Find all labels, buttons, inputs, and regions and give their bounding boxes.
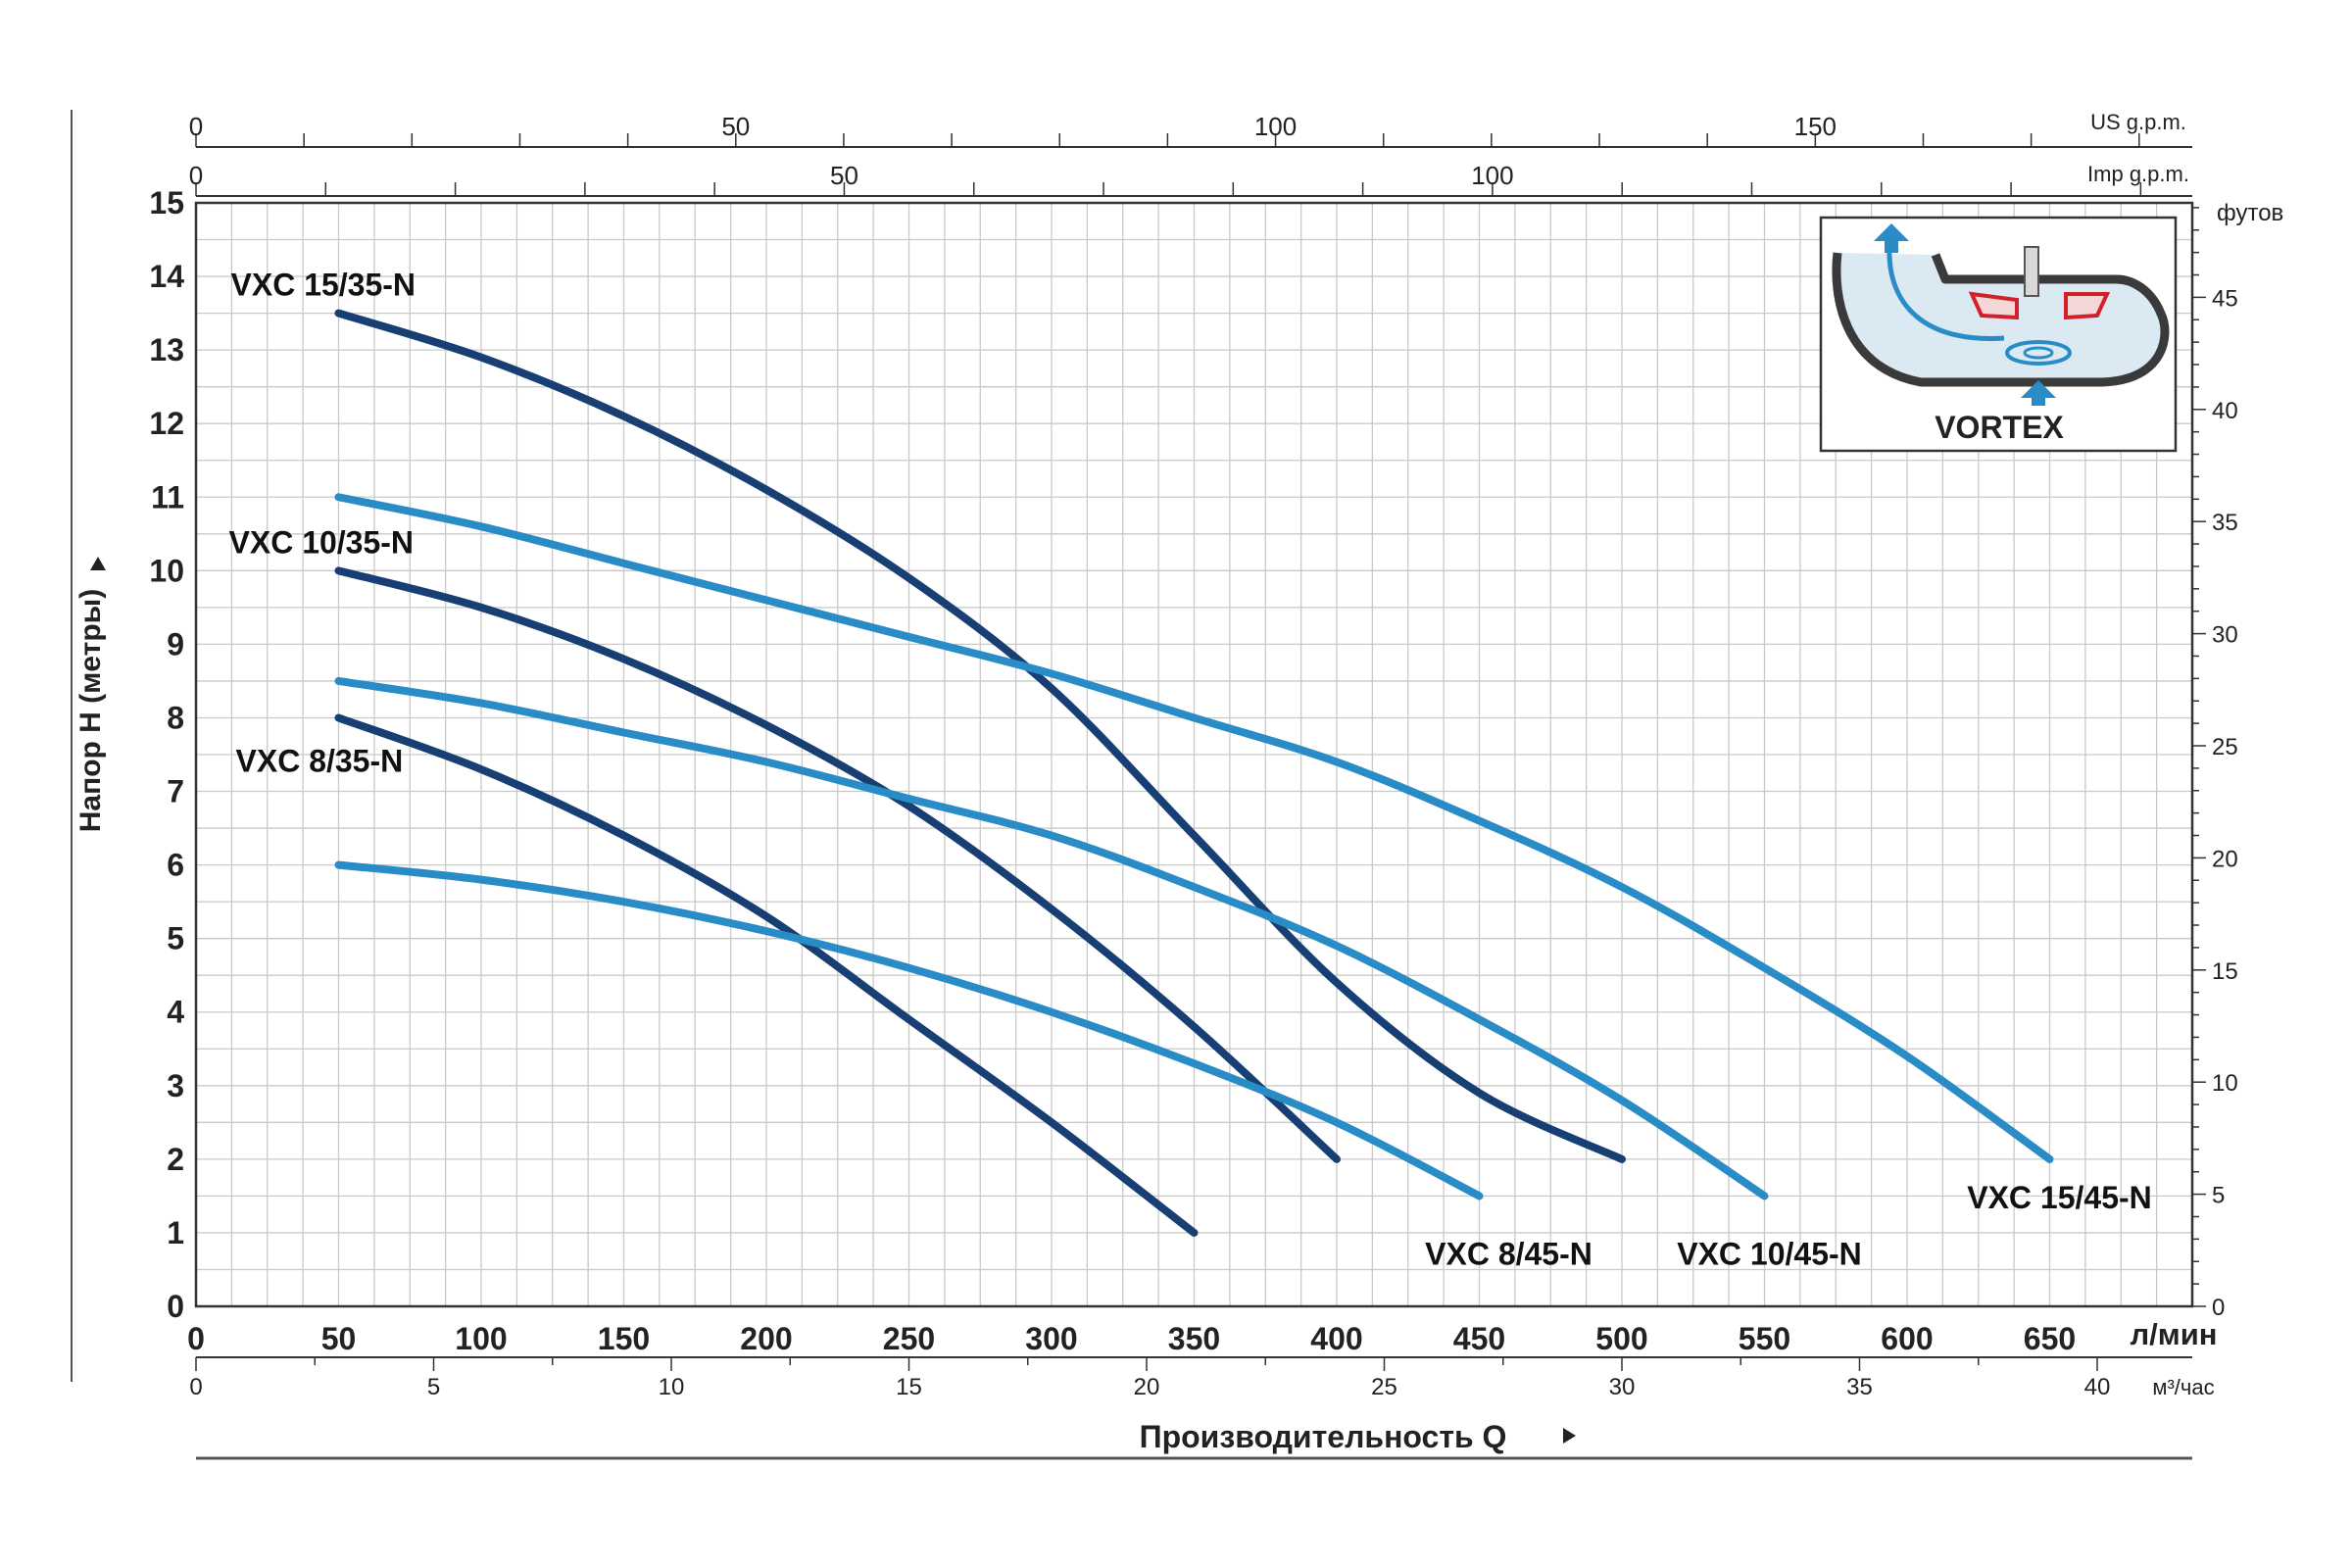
m3h-tick-label: 40 xyxy=(2084,1374,2111,1400)
feet-tick-label: 5 xyxy=(2212,1183,2225,1209)
us-gpm-tick-label: 100 xyxy=(1254,112,1297,141)
x-tick-label: 200 xyxy=(740,1321,792,1356)
m3h-tick-label: 25 xyxy=(1371,1374,1397,1400)
feet-tick-label: 20 xyxy=(2212,846,2238,872)
y-tick-label: 7 xyxy=(167,774,184,809)
x-tick-label: 650 xyxy=(2024,1321,2076,1356)
m3h-tick-label: 10 xyxy=(659,1374,685,1400)
m3h-unit-label: м³/час xyxy=(2152,1375,2214,1399)
y-axis-label: Напор Н (метры) xyxy=(74,589,107,833)
series-line xyxy=(334,713,1199,1237)
feet-unit-label: футов xyxy=(2217,200,2283,226)
imp-gpm-tick-label: 0 xyxy=(189,161,203,190)
series-label: VXC 10/35-N xyxy=(229,524,415,560)
y-axis-title: Напор Н (метры) xyxy=(74,589,107,833)
y-tick-label: 11 xyxy=(151,479,184,514)
y-tick-label: 13 xyxy=(149,332,184,368)
x-tick-label: 350 xyxy=(1168,1321,1220,1356)
impeller-icon xyxy=(1968,291,2019,320)
us-gpm-unit-label: US g.p.m. xyxy=(2090,110,2186,134)
y-tick-label: 5 xyxy=(167,921,184,956)
m3h-tick-label: 20 xyxy=(1134,1374,1160,1400)
vortex-inset: VORTEX xyxy=(1819,216,2178,453)
series-label: VXC 10/45-N xyxy=(1677,1236,1862,1271)
x-tick-label: 150 xyxy=(598,1321,650,1356)
y-tick-label: 12 xyxy=(149,406,184,441)
feet-tick-label: 35 xyxy=(2212,510,2238,536)
us-gpm-tick-label: 50 xyxy=(721,112,750,141)
y-tick-label: 10 xyxy=(149,553,184,588)
labels: VXC 15/35-N VXC 10/35-N VXC 8/35-N VXC 15/4… xyxy=(229,268,2152,1272)
series-line xyxy=(334,493,2054,1163)
x-tick-label: 50 xyxy=(321,1321,357,1356)
y-tick-label: 4 xyxy=(167,995,184,1030)
y-tick-label: 15 xyxy=(149,185,184,220)
plot-frame xyxy=(194,201,2194,1308)
series-label: VXC 8/35-N xyxy=(236,743,404,778)
flow-arrow-icon xyxy=(1886,244,2005,342)
curves xyxy=(334,309,2054,1237)
x-tick-label: 0 xyxy=(187,1321,205,1356)
imp-gpm-tick-label: 50 xyxy=(830,161,858,190)
x-tick-label: 500 xyxy=(1595,1321,1647,1356)
x-axis-arrow-icon xyxy=(1563,1428,1576,1444)
feet-tick-label: 30 xyxy=(2212,622,2238,649)
us-gpm-tick-label: 0 xyxy=(189,112,203,141)
outlet-arrow-icon xyxy=(1874,223,1909,241)
feet-tick-label: 0 xyxy=(2212,1295,2225,1321)
feet-tick-label: 25 xyxy=(2212,734,2238,760)
x-tick-label: 100 xyxy=(455,1321,507,1356)
grid xyxy=(195,202,2193,1307)
x-tick-label: 400 xyxy=(1310,1321,1362,1356)
series-line xyxy=(334,566,1341,1163)
inlet-arrow-icon xyxy=(2021,380,2056,398)
m3h-tick-label: 30 xyxy=(1609,1374,1636,1400)
series-label: VXC 8/45-N xyxy=(1425,1236,1592,1271)
m3h-tick-label: 35 xyxy=(1846,1374,1873,1400)
imp-gpm-unit-label: Imp g.p.m. xyxy=(2087,162,2189,186)
feet-tick-label: 45 xyxy=(2212,285,2238,312)
feet-tick-label: 10 xyxy=(2212,1070,2238,1097)
m3h-tick-label: 0 xyxy=(189,1374,202,1400)
m3h-tick-label: 15 xyxy=(896,1374,922,1400)
y-tick-label: 3 xyxy=(167,1068,184,1103)
series-line xyxy=(334,860,1484,1200)
x-tick-label: 300 xyxy=(1025,1321,1077,1356)
imp-gpm-tick-label: 100 xyxy=(1471,161,1513,190)
x-unit-label: л/мин xyxy=(2130,1317,2217,1351)
y-tick-label: 2 xyxy=(167,1142,184,1177)
series-line xyxy=(334,309,1626,1163)
x-tick-label: 250 xyxy=(883,1321,935,1356)
feet-tick-label: 15 xyxy=(2212,958,2238,985)
y-tick-label: 0 xyxy=(167,1289,184,1324)
vortex-label: VORTEX xyxy=(1935,410,2064,445)
y-tick-label: 9 xyxy=(167,626,184,662)
vortex-swirl-icon xyxy=(2005,340,2072,366)
m3h-tick-label: 5 xyxy=(427,1374,440,1400)
feet-tick-label: 40 xyxy=(2212,398,2238,424)
x-tick-label: 550 xyxy=(1739,1321,1790,1356)
us-gpm-tick-label: 150 xyxy=(1794,112,1837,141)
y-axis-arrow-icon xyxy=(90,557,106,570)
y-tick-label: 1 xyxy=(167,1215,184,1250)
series-line xyxy=(334,676,1769,1200)
x-tick-label: 600 xyxy=(1881,1321,1933,1356)
y-tick-label: 8 xyxy=(167,700,184,735)
series-label: VXC 15/45-N xyxy=(1967,1180,2152,1215)
x-axis-label: Производительность Q xyxy=(1140,1419,1507,1454)
y-tick-label: 14 xyxy=(149,259,184,294)
series-label: VXC 15/35-N xyxy=(231,268,416,303)
y-tick-label: 6 xyxy=(167,848,184,883)
x-tick-label: 450 xyxy=(1453,1321,1505,1356)
